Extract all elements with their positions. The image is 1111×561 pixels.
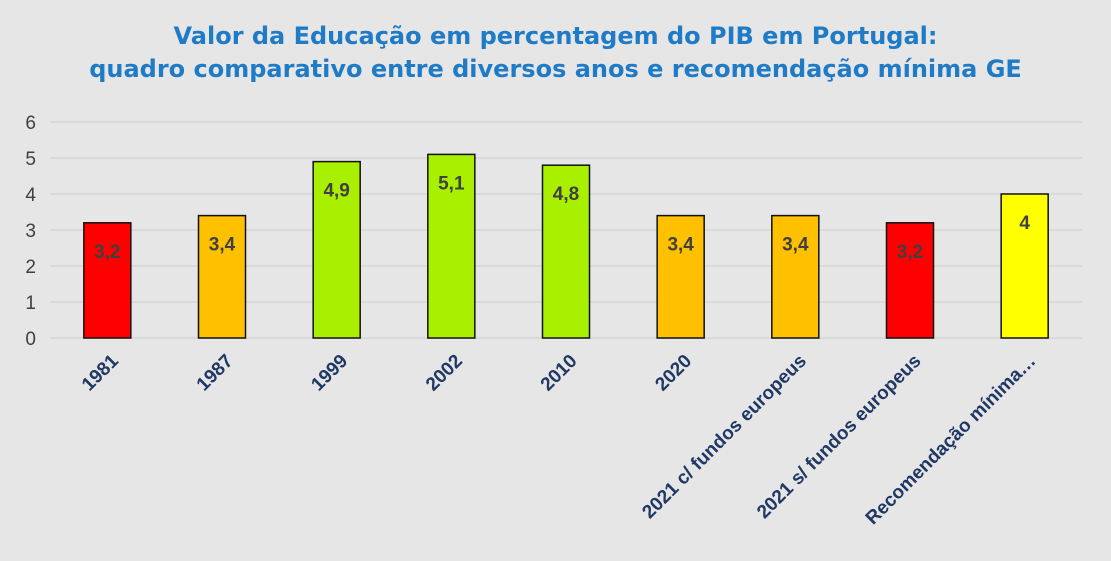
data-label-4: 4,8 xyxy=(553,184,579,205)
y-tick-label-3: 3 xyxy=(25,221,36,242)
x-tick-label-2: 1999 xyxy=(307,351,352,396)
x-tick-label-0: 1981 xyxy=(78,350,123,395)
data-label-1: 3,4 xyxy=(209,235,236,256)
bar-3 xyxy=(427,153,476,339)
data-label-5: 3,4 xyxy=(667,235,694,256)
data-label-0: 3,2 xyxy=(94,242,120,263)
x-tick-label-1: 1987 xyxy=(193,351,238,396)
bar-0 xyxy=(83,222,132,339)
data-label-2: 4,9 xyxy=(323,181,349,202)
y-tick-label-4: 4 xyxy=(25,185,36,206)
chart-title-line-2: quadro comparativo entre diversos anos e… xyxy=(89,55,1022,83)
bar-5 xyxy=(656,214,705,339)
data-label-6: 3,4 xyxy=(782,235,809,256)
bar-2 xyxy=(312,160,361,339)
chart-title: Valor da Educação em percentagem do PIB … xyxy=(0,20,1111,86)
x-tick-label-3: 2002 xyxy=(422,351,467,396)
data-label-7: 3,2 xyxy=(897,242,923,263)
data-label-8: 4 xyxy=(1019,213,1030,234)
data-label-3: 5,1 xyxy=(438,173,465,194)
bar-7 xyxy=(885,222,935,339)
bar-1 xyxy=(197,214,247,339)
y-tick-label-2: 2 xyxy=(25,257,36,278)
y-tick-label-0: 0 xyxy=(25,329,36,350)
bar-8 xyxy=(1000,193,1049,339)
y-tick-label-5: 5 xyxy=(25,149,36,170)
x-tick-label-5: 2020 xyxy=(651,351,696,396)
bar-4 xyxy=(541,164,591,339)
y-tick-label-1: 1 xyxy=(25,293,36,314)
x-tick-label-4: 2010 xyxy=(537,351,582,396)
bar-6 xyxy=(771,214,820,339)
chart-title-line-1: Valor da Educação em percentagem do PIB … xyxy=(173,22,938,50)
y-tick-label-6: 6 xyxy=(25,113,36,134)
